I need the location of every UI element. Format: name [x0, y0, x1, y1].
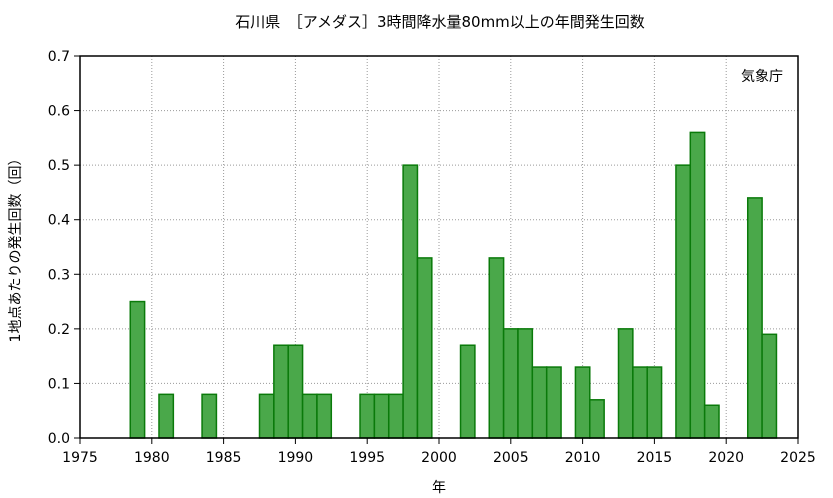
bar-1997: [387, 393, 404, 439]
y-tick-label: 0.2: [48, 322, 70, 338]
y-tick-label: 0.7: [48, 49, 70, 65]
bar-2010: [574, 366, 591, 439]
bar-1990: [287, 344, 304, 439]
y-tick-label: 0.3: [48, 267, 70, 283]
annotation-label: 気象庁: [741, 69, 783, 85]
x-tick-label: 1995: [349, 450, 385, 466]
bar-layer: [129, 131, 778, 439]
x-tick-label: 1985: [206, 450, 242, 466]
y-tick-label: 0.0: [48, 431, 70, 447]
chart-title: 石川県 ［アメダス］3時間降水量80mm以上の年間発生回数: [235, 13, 645, 31]
bar-2004: [488, 257, 505, 439]
bar-1984: [201, 393, 218, 439]
bar-1979: [129, 300, 146, 439]
bar-2006: [517, 328, 534, 439]
bar-2002: [459, 344, 476, 439]
x-tick-label: 2010: [565, 450, 601, 466]
bar-1991: [301, 393, 318, 439]
y-tick-label: 0.5: [48, 158, 70, 174]
x-tick-label: 2020: [708, 450, 744, 466]
bar-1999: [416, 257, 433, 439]
bar-2015: [646, 366, 663, 439]
bar-1998: [402, 164, 419, 439]
bar-2017: [675, 164, 692, 439]
x-tick-label: 1975: [62, 450, 98, 466]
bar-2022: [746, 197, 763, 439]
x-tick-label: 1990: [278, 450, 314, 466]
bar-2013: [617, 328, 634, 439]
bar-2005: [502, 328, 519, 439]
x-tick-label: 2025: [780, 450, 816, 466]
bar-1992: [316, 393, 333, 439]
bar-2014: [632, 366, 648, 439]
bar-1996: [373, 393, 390, 439]
bar-1981: [158, 393, 175, 439]
x-tick-label: 2015: [637, 450, 673, 466]
x-tick-label: 2000: [421, 450, 457, 466]
y-axis-label: 1地点あたりの発生回数（回）: [8, 152, 24, 343]
bar-2007: [531, 366, 548, 439]
bar-1988: [258, 393, 275, 439]
tick-layer: 1975 1980 1985 1990 1995 2000 2005 2010 2015 2020…: [48, 49, 816, 466]
x-tick-label: 2005: [493, 450, 529, 466]
bar-2011: [589, 399, 605, 439]
y-tick-label: 0.1: [48, 376, 70, 392]
bar-2023: [761, 333, 778, 439]
y-tick-label: 0.6: [48, 104, 70, 120]
bar-1995: [359, 393, 376, 439]
x-axis-label: 年: [432, 480, 446, 496]
bar-2019: [703, 404, 720, 439]
bar-2018: [689, 131, 706, 439]
bar-2008: [545, 366, 562, 439]
x-tick-label: 1980: [134, 450, 170, 466]
y-tick-label: 0.4: [48, 213, 70, 229]
bar-1989: [273, 344, 289, 439]
